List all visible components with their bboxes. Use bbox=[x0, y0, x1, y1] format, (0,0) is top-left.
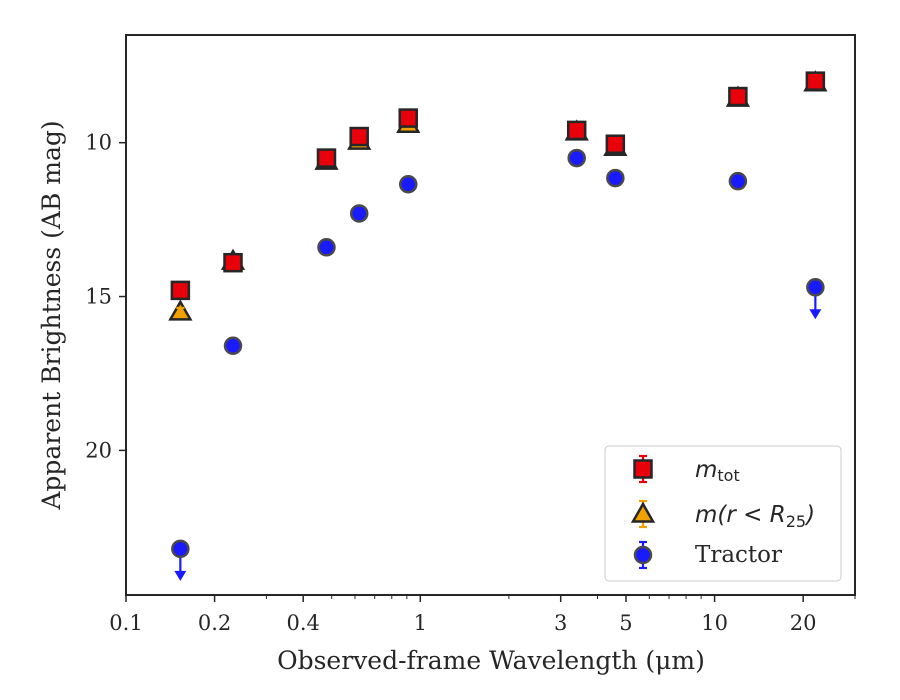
legend-m-r-base: m(r < R bbox=[695, 502, 786, 528]
legend: mtot m(r < R25) Tractor bbox=[604, 445, 842, 582]
x-tick-label: 0.4 bbox=[286, 611, 319, 635]
y-tick-label: 20 bbox=[85, 438, 112, 462]
legend-box bbox=[604, 445, 842, 582]
y-tick-label: 15 bbox=[85, 285, 112, 309]
series-triangle bbox=[168, 70, 828, 321]
upper-limit-arrowhead bbox=[809, 309, 822, 320]
upper-limit-arrowhead bbox=[174, 570, 187, 581]
legend-marker-square bbox=[633, 459, 653, 479]
series-circle bbox=[171, 148, 825, 581]
y-axis-label: Apparent Brightness (AB mag) bbox=[37, 120, 66, 510]
x-tick-label: 0.1 bbox=[109, 611, 142, 635]
legend-label-tractor: Tractor bbox=[695, 542, 782, 568]
x-tick-label: 10 bbox=[701, 611, 728, 635]
x-tick-label: 0.2 bbox=[198, 611, 231, 635]
legend-marker-triangle bbox=[630, 501, 656, 523]
legend-markers bbox=[630, 454, 656, 570]
legend-m-tot-sub: tot bbox=[717, 466, 739, 485]
legend-label-m-tot: mtot bbox=[695, 457, 740, 485]
legend-label-m-r: m(r < R25) bbox=[695, 502, 815, 531]
plot-frame bbox=[125, 34, 856, 596]
x-axis-label: Observed-frame Wavelength (μm) bbox=[277, 646, 705, 675]
legend-marker-circle bbox=[633, 545, 653, 565]
legend-m-tot-base: m bbox=[695, 457, 717, 483]
x-tick-label: 3 bbox=[554, 611, 567, 635]
axes: 0.1 0.2 0.4 1 3 5 10 20 10 15 20 bbox=[85, 34, 856, 635]
legend-m-r-sub: 25 bbox=[786, 512, 806, 531]
series-square bbox=[170, 71, 826, 301]
plot-area bbox=[168, 70, 828, 581]
x-tick-label: 5 bbox=[619, 611, 632, 635]
legend-m-r-close: ) bbox=[804, 502, 815, 528]
x-tick-label: 20 bbox=[790, 611, 817, 635]
x-tick-label: 1 bbox=[414, 611, 427, 635]
y-tick-label: 10 bbox=[85, 131, 112, 155]
